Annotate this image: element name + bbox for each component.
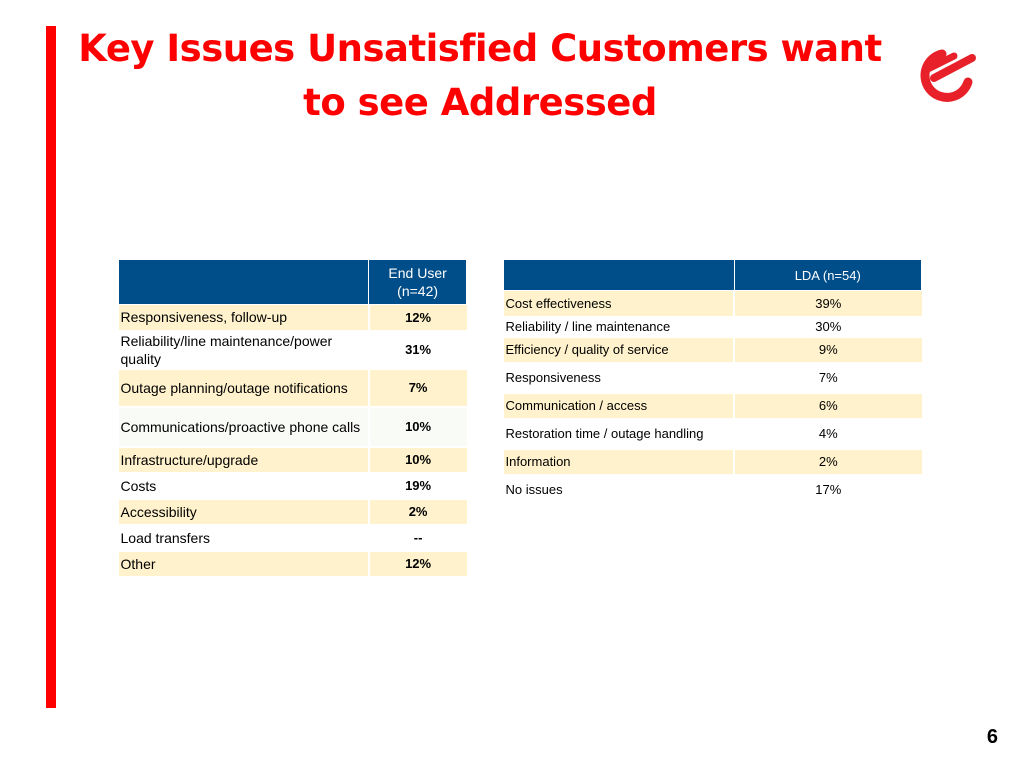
row-label: Efficiency / quality of service	[503, 336, 735, 364]
lda-header-value: LDA (n=54)	[733, 259, 923, 291]
slide-title-line-2: to see Addressed	[303, 81, 657, 124]
row-value: 2%	[733, 448, 922, 476]
table-row: Other 12%	[118, 550, 467, 578]
row-label: Responsiveness, follow-up	[118, 304, 369, 332]
row-value: 7%	[367, 368, 467, 408]
row-value: 12%	[367, 304, 467, 332]
row-label: Communication / access	[503, 392, 735, 420]
row-value: 19%	[367, 472, 467, 500]
row-value: 17%	[733, 474, 922, 506]
end-user-table: End User (n=42) Responsiveness, follow-u…	[117, 259, 467, 578]
row-value: 10%	[367, 446, 467, 474]
row-value: --	[367, 524, 467, 552]
table-row: No issues 17%	[503, 474, 922, 506]
end-user-header-line-2: (n=42)	[397, 283, 439, 299]
table-row: Efficiency / quality of service 9%	[503, 336, 922, 364]
table-row: Communications/proactive phone calls 10%	[118, 406, 467, 448]
table-row: Infrastructure/upgrade 10%	[118, 446, 467, 474]
lda-header-label	[503, 259, 735, 291]
end-user-header-label	[117, 259, 370, 305]
row-label: No issues	[503, 474, 735, 506]
page-number: 6	[986, 726, 998, 748]
table-row: Responsiveness, follow-up 12%	[118, 304, 467, 332]
table-row: Accessibility 2%	[118, 498, 467, 526]
row-label: Accessibility	[118, 498, 369, 526]
row-value: 6%	[733, 392, 922, 420]
slide-title-line-1: Key Issues Unsatisfied Customers want	[78, 27, 882, 70]
row-label: Costs	[118, 472, 369, 500]
table-row: Reliability/line maintenance/power quali…	[118, 330, 467, 370]
lda-table: LDA (n=54) Cost effectiveness 39% Reliab…	[503, 259, 923, 506]
table-row: Responsiveness 7%	[503, 362, 922, 394]
table-row: Load transfers --	[118, 524, 467, 552]
row-value: 9%	[733, 336, 922, 364]
row-label: Infrastructure/upgrade	[118, 446, 369, 474]
row-label: Information	[503, 448, 735, 476]
row-value: 31%	[367, 330, 467, 370]
end-user-table-header: End User (n=42)	[117, 259, 467, 305]
table-row: Outage planning/outage notifications 7%	[118, 368, 467, 408]
row-value: 4%	[733, 418, 922, 450]
end-user-header-value: End User (n=42)	[368, 259, 467, 305]
row-value: 2%	[367, 498, 467, 526]
table-row: Information 2%	[503, 448, 922, 476]
table-row: Costs 19%	[118, 472, 467, 500]
row-value: 30%	[733, 316, 922, 338]
end-user-header-line-1: End User	[388, 265, 447, 281]
row-label: Responsiveness	[503, 362, 735, 394]
row-label: Restoration time / outage handling	[503, 418, 735, 450]
row-value: 7%	[733, 362, 922, 394]
table-row: Restoration time / outage handling 4%	[503, 418, 922, 450]
row-label: Cost effectiveness	[503, 290, 735, 318]
row-label: Communications/proactive phone calls	[118, 406, 369, 448]
left-accent-bar	[46, 26, 56, 708]
row-label: Load transfers	[118, 524, 369, 552]
row-label: Other	[118, 550, 369, 578]
lda-table-header: LDA (n=54)	[503, 259, 923, 291]
table-row: Reliability / line maintenance 30%	[503, 316, 922, 338]
row-label: Reliability/line maintenance/power quali…	[118, 330, 369, 370]
table-row: Communication / access 6%	[503, 392, 922, 420]
slide-title: Key Issues Unsatisfied Customers want to…	[60, 22, 900, 130]
table-row: Cost effectiveness 39%	[503, 290, 922, 318]
row-value: 12%	[367, 550, 467, 578]
company-logo-icon	[920, 49, 976, 102]
row-label: Reliability / line maintenance	[503, 316, 735, 338]
row-value: 39%	[733, 290, 922, 318]
row-value: 10%	[367, 406, 467, 448]
row-label: Outage planning/outage notifications	[118, 368, 369, 408]
